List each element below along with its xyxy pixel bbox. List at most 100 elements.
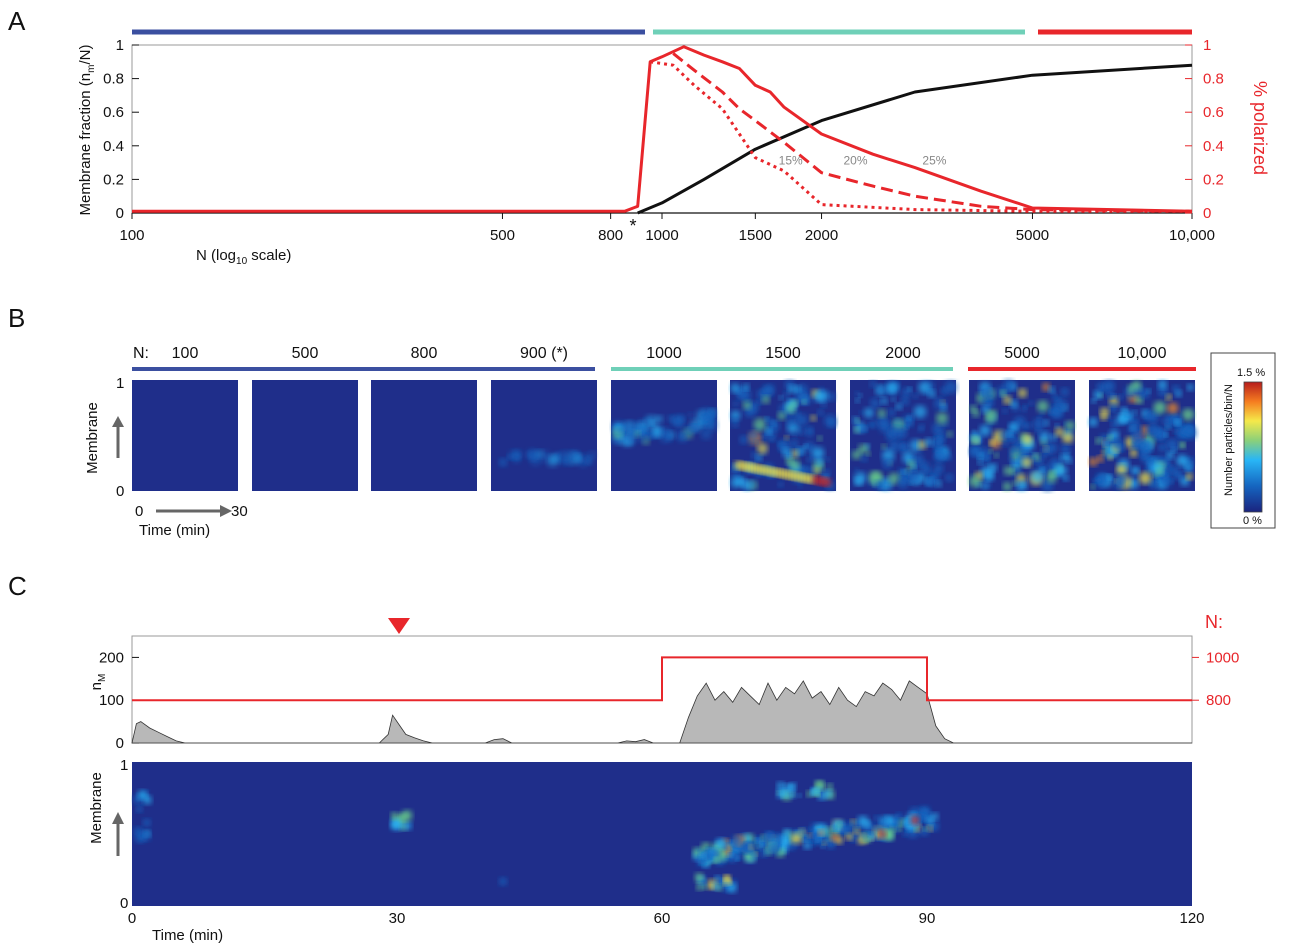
- heat-blob: [1117, 394, 1123, 401]
- heat-blob: [894, 419, 901, 425]
- y2-tick-label-a: 1: [1203, 37, 1211, 54]
- heat-blob: [584, 456, 592, 465]
- heat-blob: [1116, 414, 1127, 425]
- kymograph-c-features: [133, 780, 940, 893]
- heat-blob: [1107, 435, 1113, 441]
- heat-blob: [1156, 468, 1164, 476]
- heat-blob-c: [786, 841, 796, 851]
- heat-blob: [754, 440, 759, 445]
- heat-blob-c: [713, 857, 719, 863]
- heat-blob-c: [723, 878, 731, 886]
- heat-blob-c: [815, 787, 822, 794]
- heat-blob-c: [731, 835, 743, 847]
- heat-blob: [877, 385, 885, 393]
- heat-blob: [900, 442, 907, 450]
- y2-tick-label-a: 0.6: [1203, 104, 1224, 121]
- heat-blob: [979, 425, 991, 436]
- heat-blob-c: [860, 832, 868, 841]
- x-tick-label-c: 60: [654, 910, 671, 927]
- heat-blob: [1002, 441, 1008, 447]
- heat-blob: [1060, 387, 1069, 397]
- plot-frame-a: [131, 44, 1193, 214]
- heat-blob-c: [803, 833, 808, 838]
- tile-n-label: 800: [411, 345, 438, 362]
- membrane-arrow-c: [112, 812, 124, 856]
- heat-blob: [791, 400, 798, 407]
- heat-blob-c: [696, 883, 704, 891]
- colorbar: 1.5 % 0 % Number particles/bin/N: [1210, 352, 1276, 529]
- heat-blob-c: [914, 827, 919, 832]
- heat-blob: [588, 450, 597, 459]
- heat-blob: [935, 480, 942, 487]
- heat-blob: [691, 424, 699, 431]
- tile-n-label: 1500: [765, 345, 801, 362]
- heat-blob-c: [776, 782, 785, 791]
- heat-blob: [854, 477, 863, 486]
- heat-y-bottom-c: 0: [120, 895, 128, 912]
- heat-blob: [855, 398, 860, 403]
- heat-blob: [987, 395, 993, 401]
- heat-blob: [1106, 391, 1114, 399]
- heat-blob: [1103, 380, 1115, 393]
- heat-blob-c: [728, 880, 733, 885]
- heat-blob: [806, 456, 814, 463]
- heat-blob: [1009, 446, 1018, 455]
- y-tick-label-c: 0: [116, 735, 124, 752]
- heat-blob: [753, 418, 767, 431]
- x-end-b: 30: [231, 503, 248, 520]
- y-tick-label-a: 0.6: [103, 104, 124, 121]
- y2-tick-label-c: 1000: [1206, 649, 1239, 666]
- heat-blob: [1060, 444, 1071, 455]
- heat-blob: [652, 426, 663, 438]
- heat-blob: [890, 396, 896, 402]
- heat-blob: [1039, 467, 1045, 473]
- heat-blob: [988, 439, 995, 446]
- y-axis-label-c: nM: [88, 674, 108, 691]
- heat-blob: [1092, 478, 1097, 484]
- series-label-25: 25%: [922, 153, 946, 167]
- heat-blob-c: [728, 852, 734, 858]
- heat-blob: [926, 475, 938, 487]
- heat-blob-c: [135, 805, 143, 813]
- heat-blob: [1050, 434, 1057, 441]
- x-tick-label-a: 1000: [645, 227, 678, 244]
- tile-n-label: 2000: [885, 345, 921, 362]
- heat-blob-c: [140, 830, 151, 841]
- heat-blob-c: [391, 819, 401, 829]
- heat-blob: [945, 473, 954, 482]
- heat-blob-c: [902, 831, 908, 837]
- heat-blob-c: [727, 883, 737, 893]
- heat-blob: [1164, 432, 1169, 437]
- heat-blob: [824, 414, 837, 427]
- heat-blob-c: [799, 827, 808, 836]
- heat-blob: [705, 413, 714, 422]
- heat-blob-c: [830, 833, 839, 842]
- heat-blob: [1158, 380, 1167, 389]
- x-tick-label-a: 2000: [805, 227, 838, 244]
- heat-blob-c: [797, 793, 802, 798]
- heat-blob: [620, 436, 625, 442]
- heat-blob: [913, 405, 927, 419]
- heat-blob-c: [925, 816, 934, 825]
- heat-blob: [1006, 430, 1013, 437]
- heat-blob: [882, 458, 893, 469]
- heat-blob: [880, 397, 888, 405]
- heat-blob: [765, 427, 773, 435]
- heat-blob: [1149, 480, 1158, 490]
- heat-blob: [1131, 380, 1142, 391]
- y-tick-label-a: 1: [116, 37, 124, 54]
- heat-blob: [815, 458, 823, 466]
- heat-blob: [940, 403, 947, 411]
- x-axis-label-b: Time (min): [139, 522, 210, 539]
- heatmap-tile: [252, 380, 358, 491]
- heat-blob: [1158, 386, 1168, 397]
- heat-blob: [1128, 422, 1141, 435]
- heat-blob-c: [712, 882, 720, 891]
- heat-blob: [988, 449, 993, 454]
- heat-blob-c: [748, 844, 754, 850]
- heat-blob-c: [401, 810, 413, 822]
- heat-blob-c: [403, 821, 412, 830]
- heat-blob: [1003, 395, 1012, 405]
- heat-blob: [1023, 404, 1028, 409]
